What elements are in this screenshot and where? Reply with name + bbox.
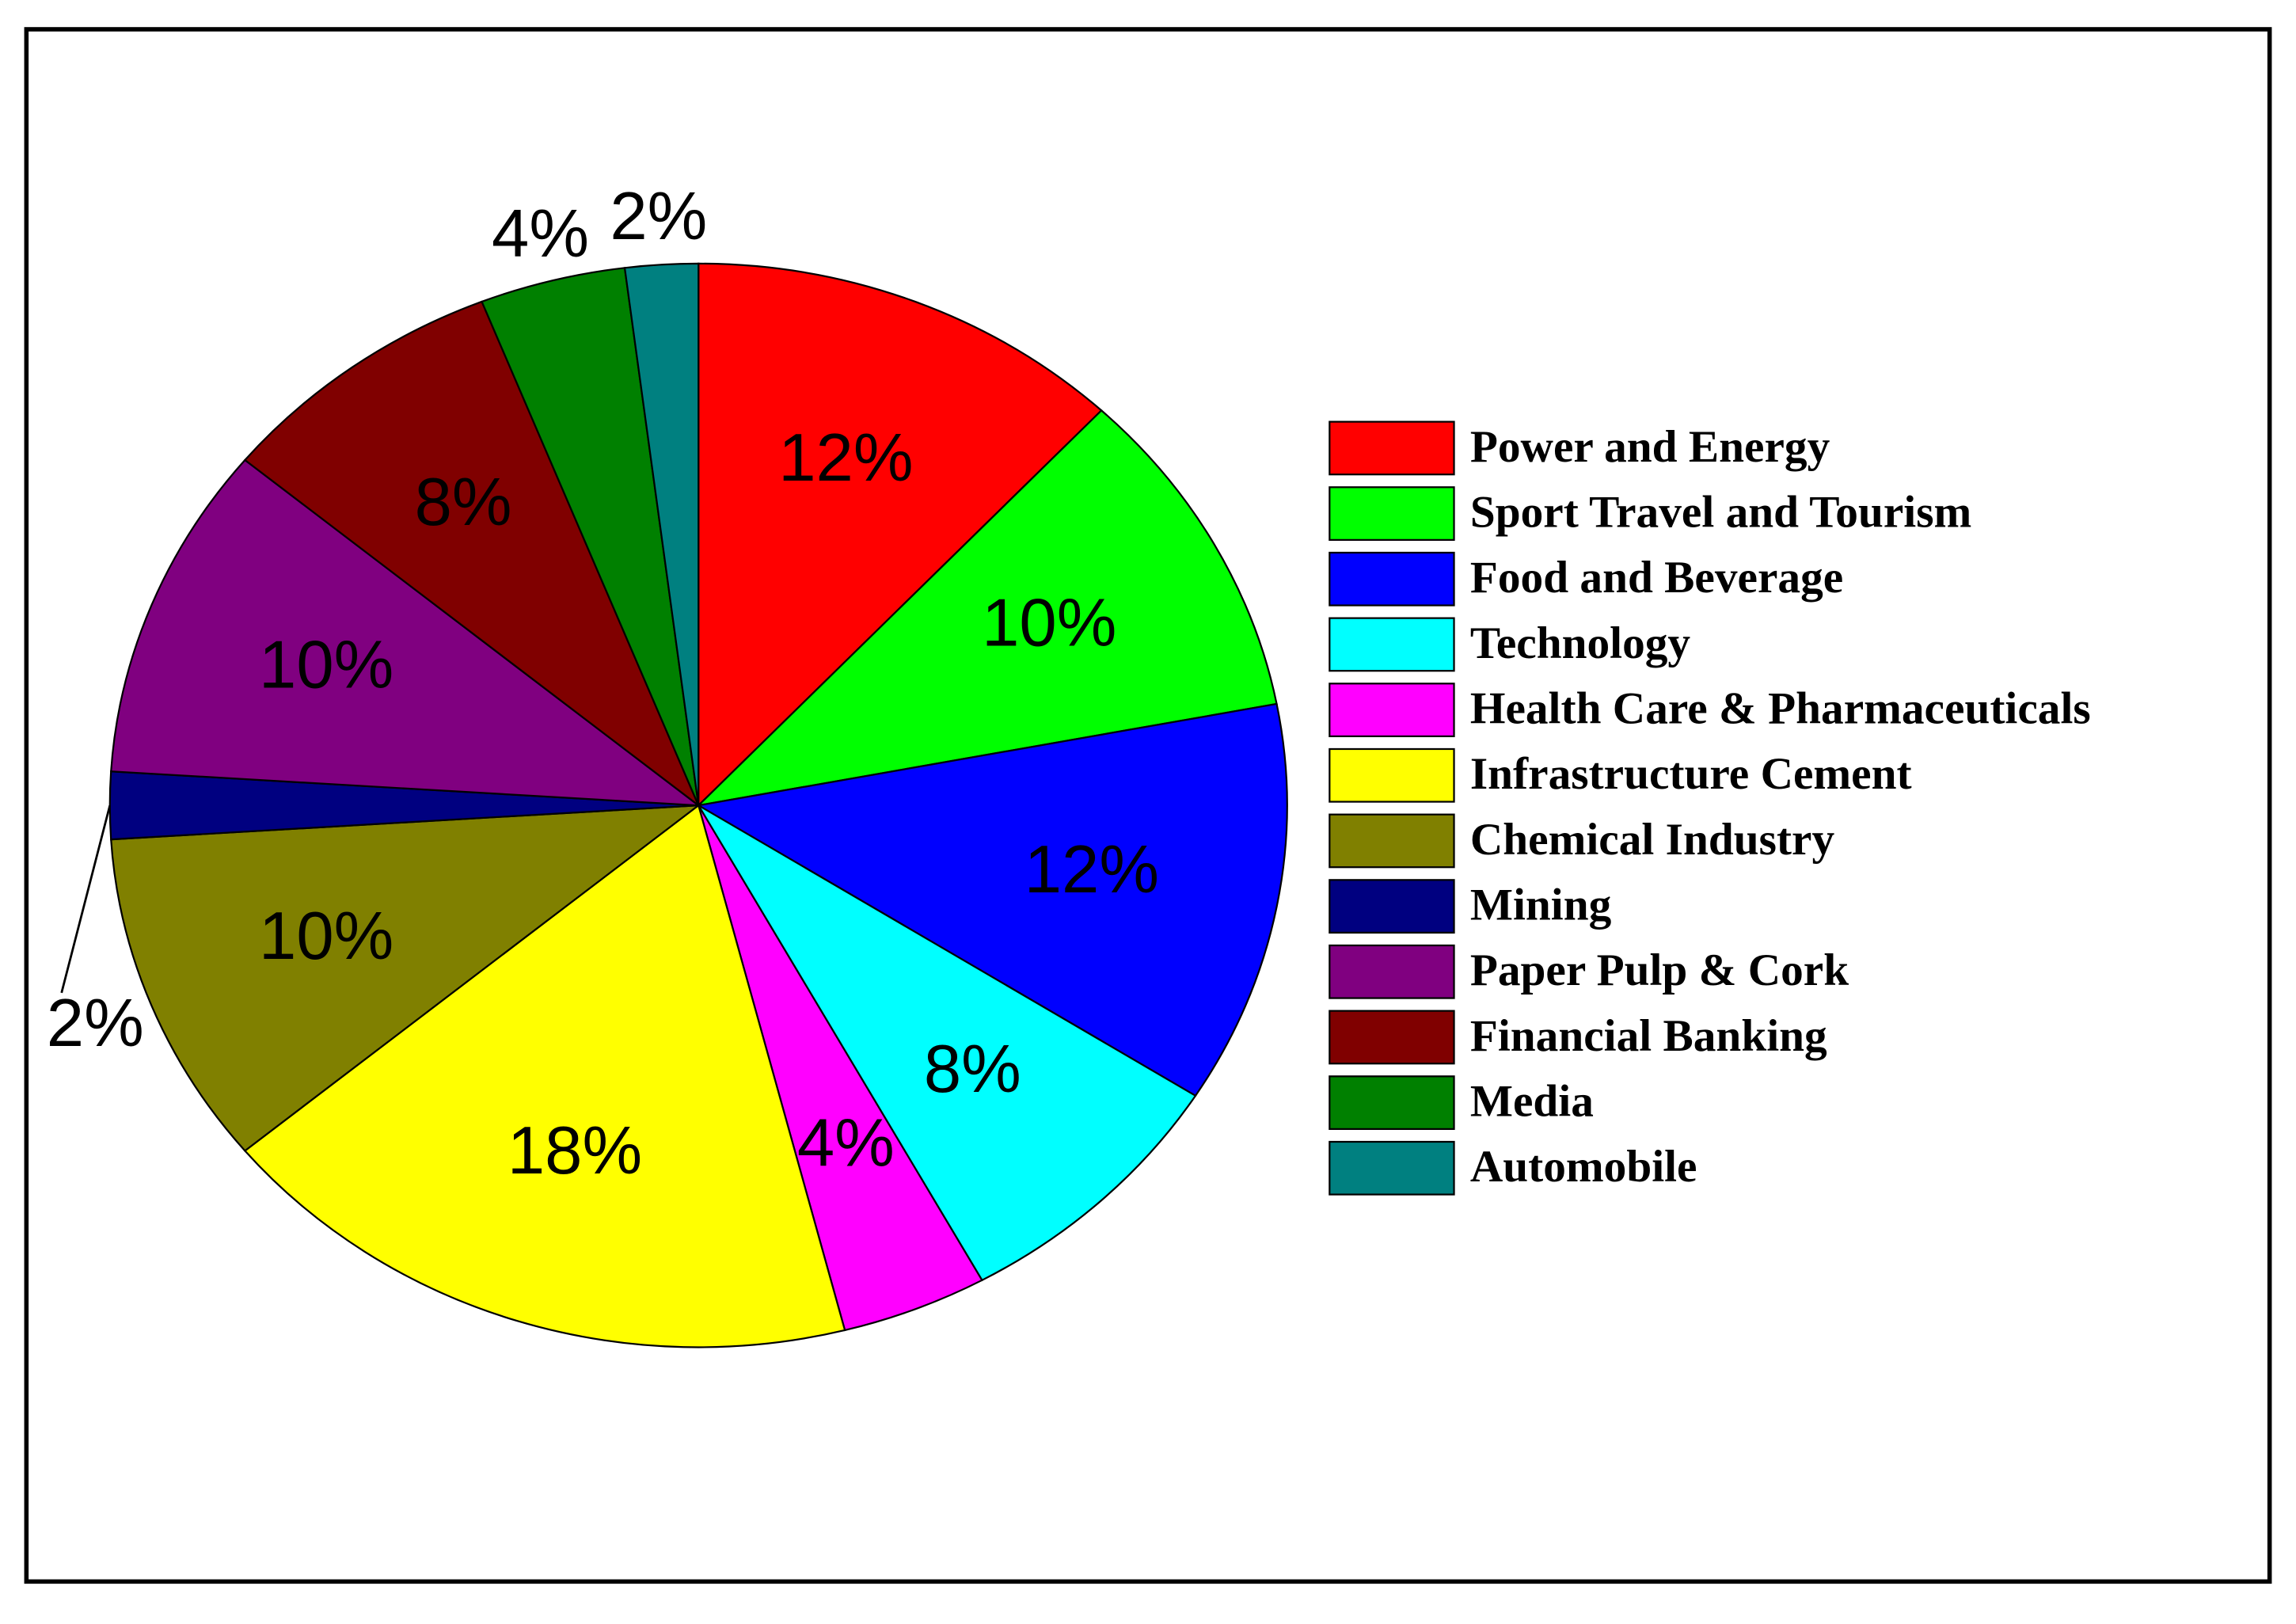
legend-label: Paper Pulp & Cork xyxy=(1470,945,1849,995)
pie-slice xyxy=(481,267,700,806)
pie xyxy=(108,262,1288,1348)
legend-label: Power and Energy xyxy=(1470,422,1830,472)
pie-slice xyxy=(698,804,1197,1282)
legend-label: Health Care & Pharmaceuticals xyxy=(1470,683,2091,733)
legend-swatch xyxy=(1329,1140,1455,1196)
legend-swatch xyxy=(1329,551,1455,607)
legend-label: Technology xyxy=(1470,618,1691,668)
legend-swatch xyxy=(1329,944,1455,999)
legend-swatch xyxy=(1329,1075,1455,1131)
legend-label: Mining xyxy=(1470,880,1612,930)
pie-slice xyxy=(698,262,1103,808)
legend-label: Financial Banking xyxy=(1470,1011,1827,1061)
legend-swatch xyxy=(1329,420,1455,476)
slice-label: 8% xyxy=(924,1032,1021,1107)
legend-swatch xyxy=(1329,1010,1455,1065)
pie-slice xyxy=(110,804,701,1152)
legend: Power and Energy Sport Travel and Tourism… xyxy=(1329,420,2091,1196)
legend-label: Food and Beverage xyxy=(1470,553,1843,603)
legend-swatch xyxy=(1329,879,1455,934)
slice-label: 18% xyxy=(507,1113,642,1189)
legend-label: Media xyxy=(1470,1076,1594,1126)
legend-swatch xyxy=(1329,617,1455,672)
slice-label: 8% xyxy=(415,465,512,540)
pie-slice xyxy=(623,262,700,806)
slice-label: 10% xyxy=(259,899,393,974)
leader-line xyxy=(60,804,112,994)
slice-label: 2% xyxy=(47,986,144,1061)
pie-slice xyxy=(696,702,1288,1097)
legend-swatch xyxy=(1329,486,1455,541)
pie-slice xyxy=(698,804,983,1332)
slice-label: 12% xyxy=(778,420,913,496)
slice-label: 10% xyxy=(259,627,393,702)
legend-label: Infrastructure Cement xyxy=(1470,749,1912,799)
slice-label: 2% xyxy=(610,179,707,254)
pie-slice xyxy=(243,300,701,808)
legend-swatch xyxy=(1329,683,1455,737)
legend-swatch xyxy=(1329,747,1455,803)
pie-slice xyxy=(243,804,846,1348)
legend-label: Automobile xyxy=(1470,1142,1697,1192)
slice-label: 4% xyxy=(492,196,589,272)
legend-label: Chemical Industry xyxy=(1470,815,1835,865)
slice-label: 12% xyxy=(1024,832,1159,907)
slice-label: 4% xyxy=(797,1105,895,1181)
slice-labels: 12% 10% 12% 8% 4% 18% 10% 2% 10% 8% 4% 2% xyxy=(47,179,1159,1189)
slice-label: 10% xyxy=(982,585,1116,660)
pie-slice xyxy=(110,458,701,807)
legend-label: Sport Travel and Tourism xyxy=(1470,487,1971,537)
pie-slice xyxy=(695,409,1278,807)
legend-swatch xyxy=(1329,813,1455,869)
